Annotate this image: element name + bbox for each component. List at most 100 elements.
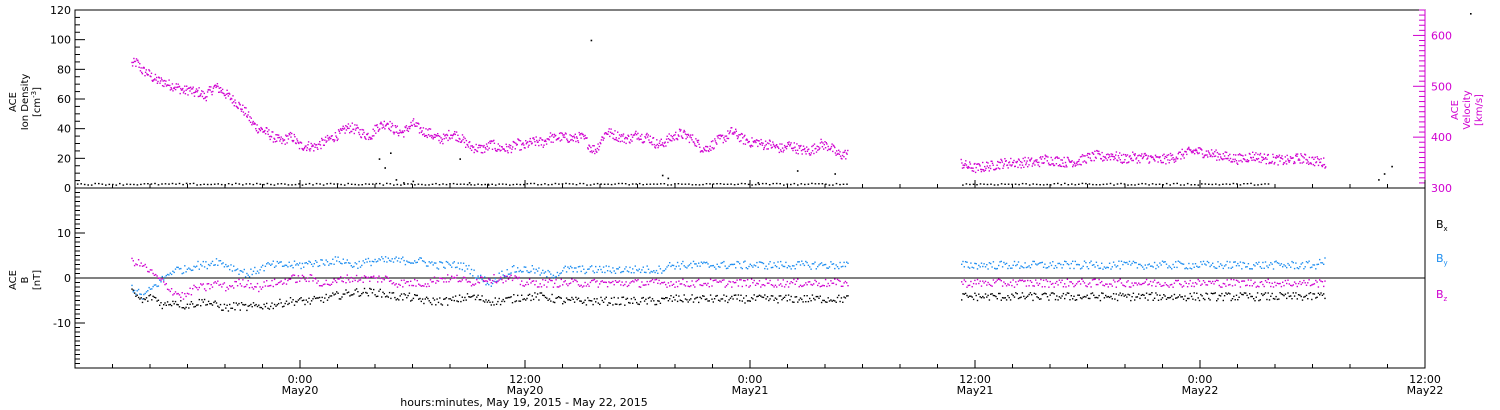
velocity-point — [440, 137, 442, 139]
Bz-point — [410, 280, 412, 282]
velocity-point — [1310, 162, 1312, 164]
By-point — [810, 268, 812, 270]
velocity-point — [981, 168, 983, 171]
Bz-point — [1213, 283, 1215, 285]
Bx-point — [1012, 294, 1014, 297]
Bx-point — [370, 288, 372, 290]
By-point — [739, 262, 741, 265]
Bx-point — [287, 303, 289, 306]
By-point — [1036, 264, 1038, 266]
Bx-point — [502, 298, 504, 301]
Bz-point — [1163, 284, 1165, 287]
velocity-point — [1166, 154, 1168, 157]
By-point — [1112, 261, 1115, 263]
velocity-point — [144, 75, 146, 77]
By-point — [429, 262, 432, 264]
Bz-point — [143, 265, 145, 267]
Bz-point — [168, 289, 170, 291]
Bx-point — [1274, 298, 1276, 300]
Bz-point — [1300, 283, 1302, 286]
density-point — [350, 183, 353, 185]
velocity-point — [847, 149, 849, 152]
Bz-point — [1054, 282, 1057, 284]
top-right-tick-label: 400 — [1431, 131, 1452, 144]
By-point — [1095, 261, 1098, 263]
Bz-point — [441, 278, 444, 280]
Bx-point — [610, 297, 613, 299]
Bz-point — [1271, 282, 1273, 284]
By-point — [1110, 268, 1112, 270]
Bx-point — [675, 294, 677, 296]
Bz-point — [373, 275, 375, 277]
velocity-point — [1277, 164, 1279, 166]
velocity-point — [344, 132, 346, 134]
By-point — [842, 265, 844, 268]
Bx-point — [1025, 296, 1028, 298]
velocity-point — [1287, 158, 1289, 160]
Bx-point — [972, 298, 975, 301]
By-point — [1108, 262, 1111, 264]
By-point — [416, 261, 418, 263]
velocity-point — [684, 131, 686, 133]
Bx-point — [213, 301, 215, 304]
Bz-point — [189, 287, 191, 289]
By-point — [271, 263, 273, 265]
By-point — [805, 260, 807, 263]
By-point — [733, 263, 736, 265]
By-point — [375, 261, 378, 263]
By-point — [678, 265, 680, 267]
Bz-point — [1290, 284, 1292, 287]
density-spike — [395, 179, 398, 181]
Bz-point — [556, 286, 559, 288]
Bz-point — [152, 272, 154, 275]
By-point — [1159, 262, 1161, 264]
velocity-point — [1087, 156, 1090, 159]
Bz-point — [201, 284, 203, 286]
Bz-point — [289, 278, 292, 280]
velocity-point — [976, 163, 979, 165]
velocity-point — [382, 126, 385, 128]
velocity-point — [1223, 155, 1226, 157]
By-point — [839, 261, 841, 264]
Bz-point — [169, 290, 171, 293]
velocity-point — [653, 143, 655, 146]
density-point — [1172, 182, 1175, 185]
velocity-point — [272, 131, 274, 133]
Bx-point — [1184, 295, 1186, 297]
Bx-point — [1151, 292, 1153, 294]
velocity-point — [1257, 153, 1259, 156]
legend-bz-sub: z — [1444, 295, 1448, 303]
Bz-point — [424, 283, 426, 285]
Bx-point — [526, 297, 528, 300]
Bx-point — [984, 293, 987, 295]
By-point — [996, 267, 998, 270]
velocity-point — [788, 141, 790, 143]
Bx-point — [1140, 294, 1143, 296]
velocity-point — [247, 111, 250, 113]
Bx-point — [1262, 294, 1264, 297]
Bx-point — [575, 296, 577, 299]
By-point — [1184, 267, 1186, 270]
velocity-point — [577, 141, 580, 144]
Bx-point — [974, 292, 976, 294]
velocity-point — [701, 150, 704, 152]
velocity-point — [811, 150, 814, 152]
Bx-point — [445, 297, 448, 299]
By-point — [1186, 268, 1189, 270]
Bx-point — [132, 289, 134, 291]
Bx-point — [1239, 292, 1242, 294]
Bx-point — [378, 290, 380, 292]
Bz-point — [1321, 281, 1324, 283]
density-point — [1190, 184, 1193, 186]
Bz-point — [728, 280, 730, 283]
x-tick-label-time: 0:00 — [288, 373, 313, 386]
velocity-point — [781, 143, 783, 145]
velocity-point — [1023, 166, 1025, 168]
velocity-point — [1009, 164, 1011, 166]
Bx-point — [684, 298, 687, 300]
velocity-point — [392, 124, 394, 127]
Bz-point — [1111, 285, 1113, 287]
Bx-point — [992, 294, 995, 297]
velocity-point — [729, 130, 732, 132]
By-point — [806, 261, 808, 264]
